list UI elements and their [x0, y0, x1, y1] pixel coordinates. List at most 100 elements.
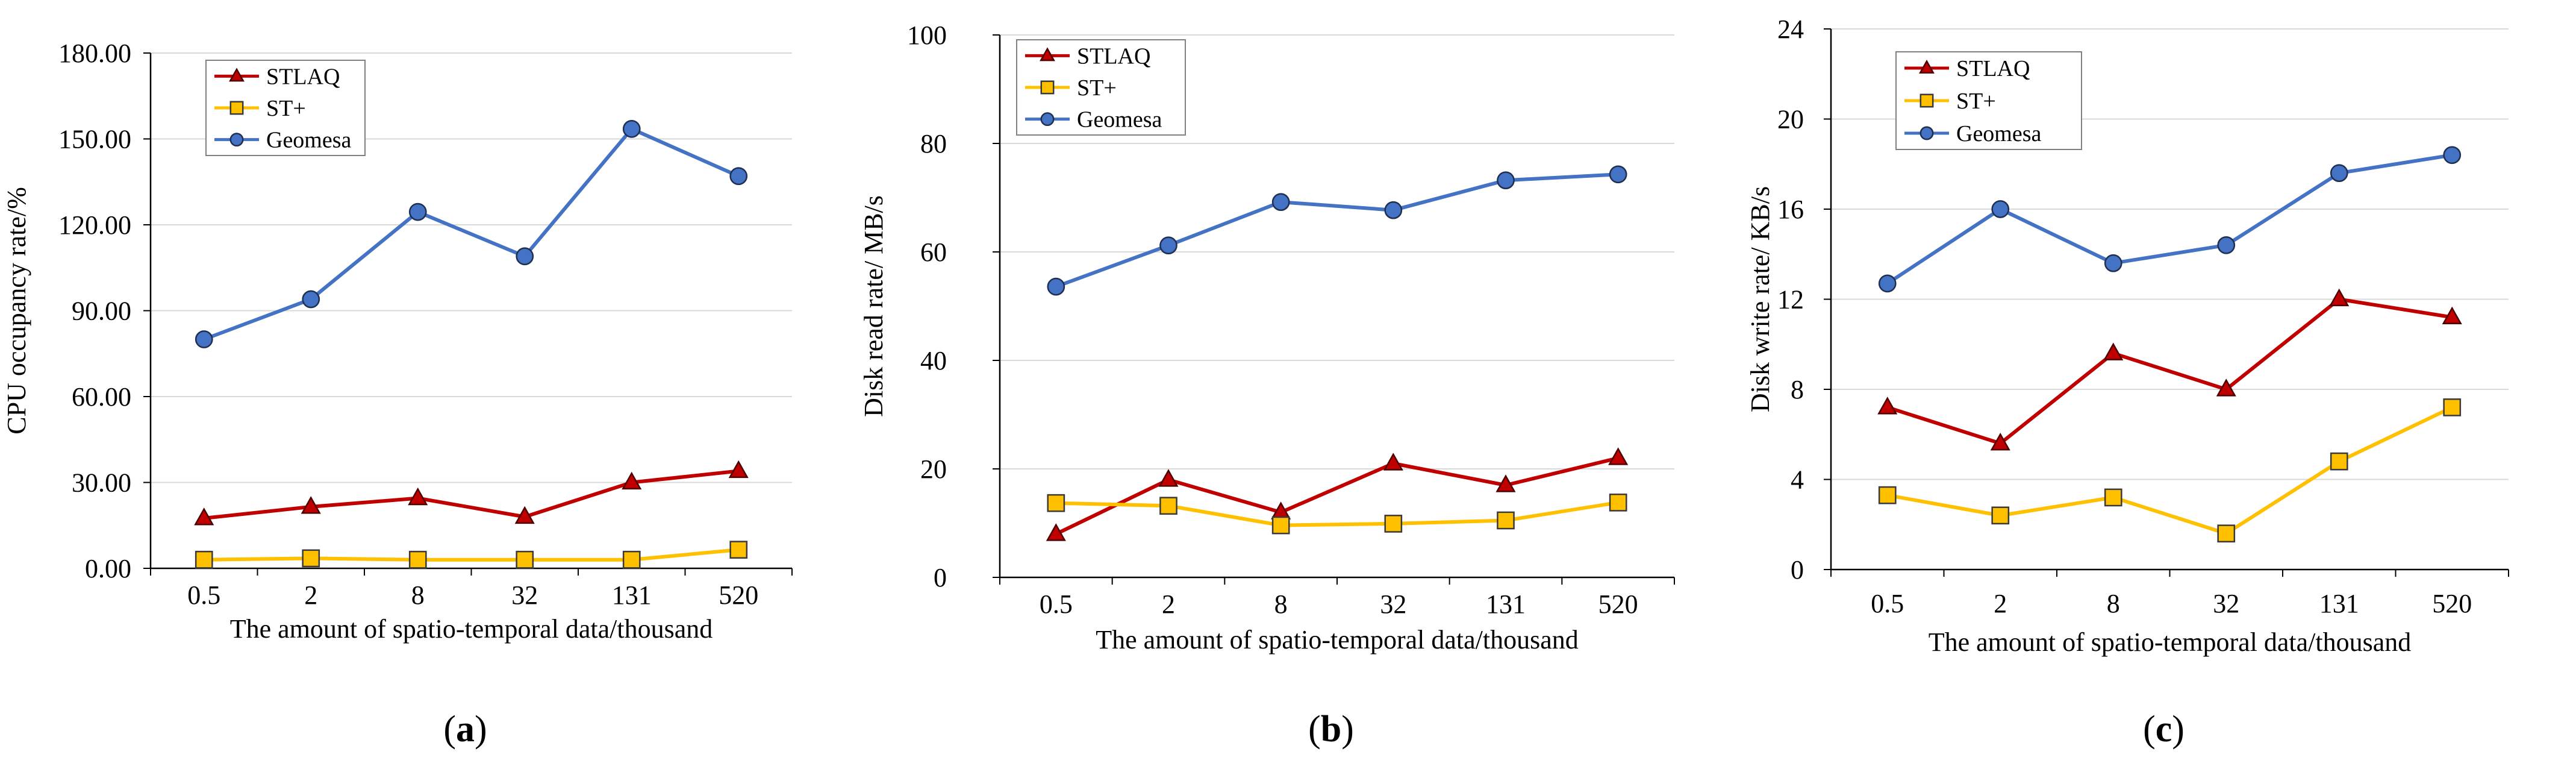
legend-label: ST+ — [266, 96, 306, 121]
panel-label: (c) — [2143, 709, 2185, 750]
data-point — [2217, 236, 2236, 254]
panel-letter: a — [456, 709, 475, 750]
legend-label: Geomesa — [1077, 107, 1162, 133]
data-point — [2443, 146, 2462, 165]
x-axis-title: The amount of spatio-temporal data/thous… — [1929, 627, 2412, 657]
x-tick-label: 8 — [2107, 589, 2120, 618]
data-point — [1495, 474, 1516, 492]
data-point — [195, 330, 213, 348]
x-tick-label: 0.5 — [187, 580, 220, 610]
legend-marker — [1040, 47, 1055, 61]
x-tick-label: 32 — [2213, 589, 2239, 618]
legend-marker — [1920, 93, 1934, 108]
series-line-st — [1056, 500, 1619, 527]
x-tick-label: 131 — [1486, 589, 1526, 619]
data-point — [1384, 201, 1403, 219]
x-tick-label: 520 — [1598, 589, 1638, 619]
data-point — [514, 506, 535, 524]
data-point — [1609, 493, 1627, 512]
y-axis-title: Disk write rate/ KB/s — [1745, 186, 1775, 412]
data-point — [302, 549, 320, 568]
legend-marker — [1040, 112, 1055, 127]
legend-label: STLAQ — [1956, 56, 2030, 81]
panel-letter: b — [1321, 709, 1341, 750]
data-point — [1878, 486, 1897, 504]
legend-marker — [1919, 60, 1935, 74]
y-tick-label: 0.00 — [85, 554, 131, 583]
chart-panel-a: 0.00 30.00 60.00 90.00 120.00 150.00 180.00 0.5… — [2, 39, 793, 750]
legend: STLAQ ST+ Geomesa — [1895, 51, 2082, 150]
legend-label: STLAQ — [266, 64, 340, 89]
y-tick-label: 80 — [920, 129, 947, 159]
y-tick-label: 24 — [1777, 14, 1804, 44]
series-line-stlaq — [1055, 456, 1619, 536]
y-tick-label: 0 — [1791, 555, 1804, 585]
x-axis-title: The amount of spatio-temporal data/thous… — [1096, 625, 1579, 655]
data-point — [194, 507, 214, 526]
series-geomesa-group — [1047, 165, 1627, 296]
series-line-st — [1887, 406, 2453, 536]
legend-marker — [229, 68, 245, 82]
series-line-geomesa — [203, 127, 740, 341]
data-point — [2104, 488, 2122, 507]
series-line-stlaq — [204, 469, 739, 520]
x-tick-label: 2 — [1994, 589, 2007, 618]
data-point — [2217, 524, 2236, 543]
data-point — [1384, 515, 1403, 533]
data-point — [301, 496, 321, 514]
data-point — [195, 550, 213, 569]
legend: STLAQ ST+ Geomesa — [1016, 39, 1186, 136]
y-tick-label: 150.00 — [58, 125, 131, 154]
x-tick-label: 8 — [1274, 589, 1288, 619]
y-tick-label: 20 — [1777, 105, 1804, 134]
x-tick-label: 131 — [612, 580, 652, 610]
y-tick-label: 20 — [920, 454, 947, 484]
data-point — [516, 247, 534, 266]
data-point — [1497, 171, 1515, 190]
series-stlaq-group — [194, 460, 749, 526]
y-tick-label: 8 — [1791, 375, 1804, 404]
x-tick-label: 32 — [511, 580, 538, 610]
data-point — [1609, 165, 1627, 184]
y-tick-label: 60 — [920, 237, 947, 267]
data-point — [1159, 497, 1177, 515]
y-tick-label: 180.00 — [58, 39, 131, 68]
data-point — [2216, 378, 2236, 397]
data-point — [1159, 236, 1177, 255]
series-st-group — [1047, 493, 1627, 535]
data-point — [1046, 523, 1066, 541]
legend-label: Geomesa — [266, 128, 352, 153]
x-tick-label: 2 — [1162, 589, 1175, 619]
y-axis-title: Disk read rate/ MB/s — [859, 195, 888, 417]
y-tick-label: 100 — [907, 20, 947, 50]
x-tick-label: 8 — [411, 580, 425, 610]
x-tick-label: 32 — [1380, 589, 1406, 619]
data-point — [1991, 200, 2010, 218]
data-point — [1608, 447, 1629, 465]
chart-panel-c: 0 4 8 12 16 20 24 0.5 2 8 32 131 520 The amount of sp… — [1745, 14, 2509, 750]
data-point — [622, 550, 641, 569]
x-tick-label: 131 — [2319, 589, 2359, 618]
y-tick-label: 0 — [934, 563, 947, 592]
data-point — [302, 290, 320, 309]
y-tick-label: 12 — [1777, 285, 1804, 315]
y-tick-label: 90.00 — [72, 297, 131, 326]
y-tick-label: 60.00 — [72, 382, 131, 412]
y-axis-title: CPU occupancy rate/% — [2, 187, 31, 435]
legend-marker — [1040, 80, 1055, 95]
data-point — [2329, 288, 2350, 307]
data-point — [408, 550, 427, 569]
panel-letter: c — [2156, 709, 2172, 750]
panel-label: (a) — [443, 709, 487, 750]
data-point — [729, 541, 748, 559]
series-stlaq-group — [1877, 288, 2462, 451]
data-point — [2443, 398, 2462, 416]
data-point — [1497, 511, 1515, 530]
data-point — [622, 471, 642, 490]
series-line-st — [204, 548, 739, 562]
data-point — [622, 120, 641, 138]
data-point — [2104, 254, 2122, 272]
x-tick-label: 520 — [2432, 589, 2472, 618]
data-point — [516, 550, 534, 569]
legend-marker — [229, 101, 244, 115]
